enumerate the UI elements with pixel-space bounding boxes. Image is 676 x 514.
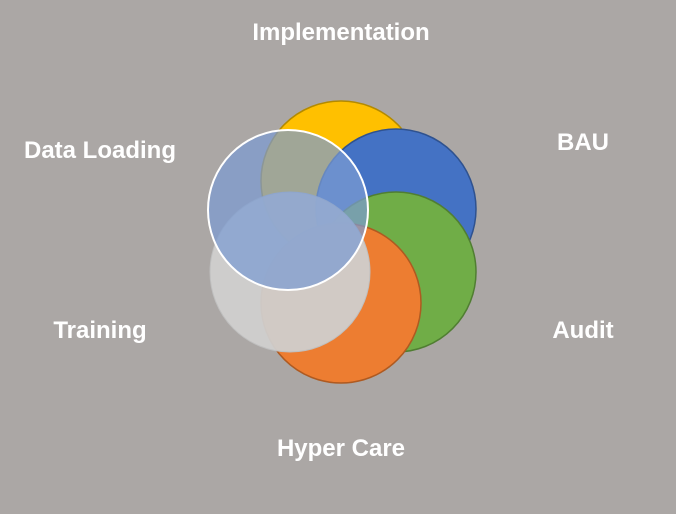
bau-label: BAU (557, 129, 609, 156)
hyper-care-label: Hyper Care (276, 435, 406, 462)
audit-label: Audit (552, 317, 614, 344)
data-loading-circle (207, 129, 369, 291)
implementation-label: Implementation (252, 19, 430, 46)
training-label: Training (53, 317, 147, 344)
data-loading-label: Data Loading (23, 137, 177, 164)
